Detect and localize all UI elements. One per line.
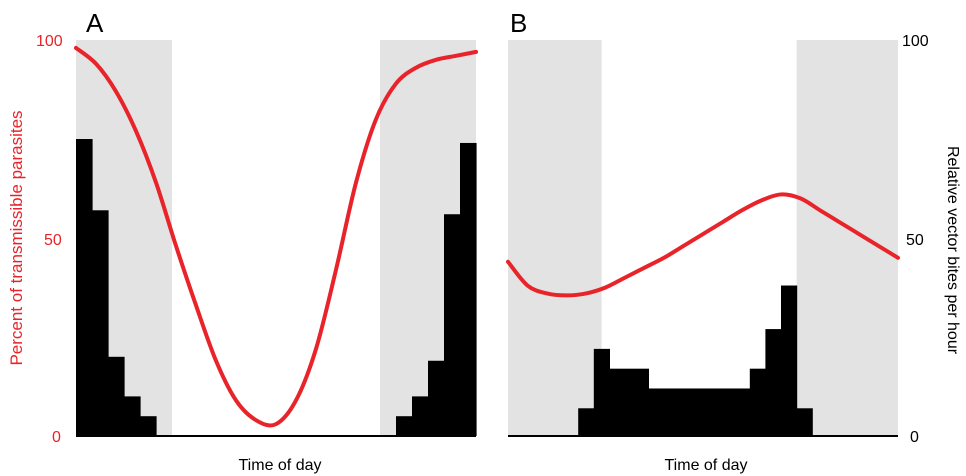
panel-a-bar-4 — [140, 416, 157, 436]
panel-a-series-line — [74, 45, 478, 428]
panel-b-night-shading — [508, 40, 898, 436]
panel-b-ytick-50: 50 — [906, 232, 924, 249]
panel-b-bar-5 — [765, 329, 782, 436]
panel-a-bar-8 — [444, 214, 461, 436]
panel-a-bar-6 — [412, 396, 429, 436]
panel-a-bar-2 — [108, 356, 125, 436]
panel-a-bar-1 — [92, 210, 109, 436]
panel-b-ytick-100: 100 — [902, 33, 929, 50]
panel-a-ytick-0: 0 — [52, 429, 61, 446]
panel-a-bars — [76, 139, 477, 436]
panel-a-ytick-100: 100 — [36, 33, 63, 50]
panel-a-label: A — [86, 8, 104, 38]
panel-b-xlabel: Time of day — [665, 457, 748, 474]
panel-b-bar-1 — [593, 348, 610, 436]
panel-b-bar-0 — [578, 408, 595, 436]
panel-a-xlabel: Time of day — [239, 457, 322, 474]
panel-b-shade-0 — [508, 40, 602, 436]
panel-b-bar-3 — [648, 388, 751, 436]
panel-a: A 100 50 0 Percent of transmissible para… — [7, 8, 478, 474]
panel-a-bar-7 — [428, 360, 445, 436]
panel-b-ylabel: Relative vector bites per hour — [944, 146, 961, 355]
panel-b-label: B — [510, 8, 527, 38]
panel-b-ytick-0: 0 — [910, 429, 919, 446]
panel-b-bars — [578, 285, 813, 436]
panel-b-bar-2 — [609, 368, 649, 436]
panel-a-bar-9 — [460, 142, 477, 436]
panel-a-night-shading — [76, 40, 476, 436]
panel-b-bar-7 — [796, 408, 813, 436]
panel-b: B 100 50 0 Relative vector bites per hou… — [506, 8, 961, 474]
panel-a-bar-0 — [76, 139, 93, 436]
panel-a-bar-3 — [124, 396, 141, 436]
panel-b-bar-4 — [749, 368, 766, 436]
panel-a-bar-5 — [396, 416, 413, 436]
panel-a-ylabel: Percent of transmissible parasites — [7, 110, 26, 365]
panel-b-series-line — [506, 192, 900, 298]
panel-b-shade-1 — [796, 40, 898, 436]
panel-b-bar-6 — [781, 285, 798, 436]
panel-a-ytick-50: 50 — [44, 232, 62, 249]
